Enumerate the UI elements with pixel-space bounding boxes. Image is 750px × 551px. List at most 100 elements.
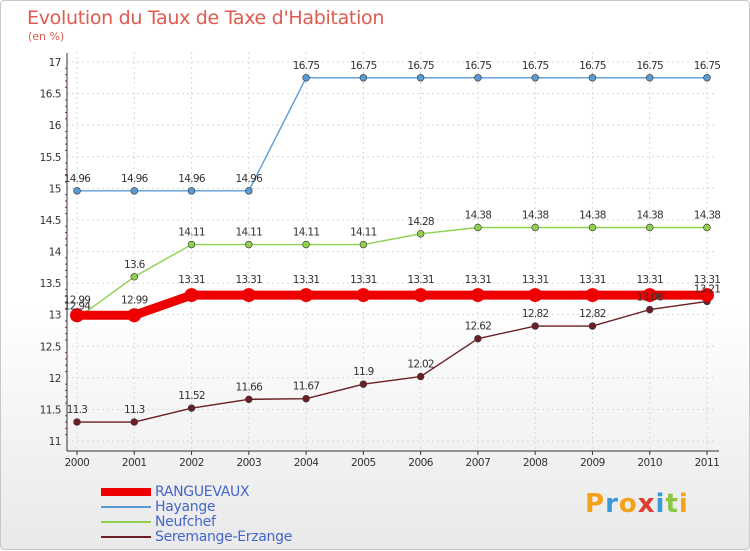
series-line-seremange-erzange xyxy=(76,300,708,423)
data-point xyxy=(187,187,196,195)
y-tick-label: 12 xyxy=(49,373,61,385)
data-label: 14.38 xyxy=(579,209,606,221)
data-label: 14.96 xyxy=(64,173,92,185)
data-label: 14.38 xyxy=(522,209,549,221)
data-label: 14.96 xyxy=(178,173,206,185)
chart-title: Evolution du Taux de Taxe d'Habitation xyxy=(27,7,385,29)
data-point xyxy=(70,308,84,323)
data-point xyxy=(245,395,253,404)
logo-letter: i xyxy=(678,489,689,519)
data-point xyxy=(356,288,371,303)
legend-label: Neufchef xyxy=(155,514,216,530)
data-point xyxy=(73,418,81,426)
y-tick-label: 14 xyxy=(49,247,62,259)
legend-swatch xyxy=(101,536,151,538)
data-point xyxy=(359,380,368,388)
data-point xyxy=(416,230,425,238)
data-point xyxy=(241,288,256,303)
data-label: 16.75 xyxy=(694,60,721,72)
data-point xyxy=(130,273,138,281)
series-line-ranguevaux xyxy=(72,290,712,320)
data-point xyxy=(646,223,654,232)
data-label: 14.38 xyxy=(694,209,721,221)
y-tick-label: 11 xyxy=(49,436,61,448)
data-point xyxy=(588,223,597,232)
data-point xyxy=(531,74,539,82)
data-point xyxy=(73,187,81,195)
data-point xyxy=(531,223,539,232)
x-tick-label: 2002 xyxy=(179,457,204,469)
x-tick-label: 2007 xyxy=(466,457,491,469)
data-label: 16.75 xyxy=(350,60,377,72)
data-point xyxy=(245,187,253,195)
y-tick-label: 16.5 xyxy=(40,89,61,101)
data-point xyxy=(245,240,253,249)
x-tick-label: 2006 xyxy=(408,457,434,469)
data-label: 16.75 xyxy=(522,60,549,72)
logo-letter: x xyxy=(637,489,656,519)
data-label: 12.62 xyxy=(465,321,492,333)
data-label: 12.94 xyxy=(64,300,92,312)
data-label: 13.31 xyxy=(694,274,721,286)
data-label: 11.9 xyxy=(353,366,374,378)
data-point xyxy=(588,322,597,330)
x-tick-label: 2010 xyxy=(637,457,662,469)
data-label: 11.3 xyxy=(124,404,145,416)
data-label: 16.75 xyxy=(636,60,663,72)
data-label: 13.31 xyxy=(522,274,549,286)
chart-subtitle: (en %) xyxy=(28,30,65,43)
proxiti-logo: Proxiti xyxy=(585,489,689,519)
x-tick-label: 2005 xyxy=(351,457,376,469)
data-point xyxy=(531,322,539,330)
data-label: 12.99 xyxy=(121,294,148,306)
data-label: 13.31 xyxy=(236,274,263,286)
data-label: 14.38 xyxy=(636,209,663,221)
data-label: 11.3 xyxy=(67,404,88,416)
legend-swatch xyxy=(101,506,151,508)
data-point xyxy=(528,288,543,303)
legend-swatch xyxy=(101,488,151,496)
data-point xyxy=(127,308,142,323)
y-tick-label: 12.5 xyxy=(40,341,61,353)
data-label: 14.11 xyxy=(350,227,377,239)
data-label: 13.08 xyxy=(636,292,663,304)
x-tick-label: 2000 xyxy=(65,457,90,469)
logo-letter: t xyxy=(665,489,679,519)
data-point xyxy=(470,288,485,303)
data-label: 16.75 xyxy=(465,60,492,72)
logo-letter: P xyxy=(585,489,606,519)
data-point xyxy=(302,240,310,249)
x-tick-label: 2008 xyxy=(523,457,548,469)
x-tick-label: 2001 xyxy=(122,457,147,469)
data-label: 16.75 xyxy=(293,60,320,72)
data-label: 12.99 xyxy=(64,294,91,306)
data-label: 14.11 xyxy=(178,227,205,239)
legend-swatch xyxy=(101,521,151,523)
data-label: 14.11 xyxy=(293,227,320,239)
data-point xyxy=(703,223,711,232)
data-point xyxy=(359,240,368,249)
data-point xyxy=(700,288,714,303)
y-tick-label: 11.5 xyxy=(40,404,61,416)
data-label: 13.31 xyxy=(636,274,663,286)
data-label: 13.31 xyxy=(465,274,492,286)
y-tick-label: 15 xyxy=(49,183,61,195)
data-point xyxy=(474,223,482,232)
legend-label: Hayange xyxy=(155,499,216,515)
data-point xyxy=(474,74,482,82)
data-label: 11.52 xyxy=(178,390,205,402)
data-point xyxy=(302,394,310,403)
data-label: 12.82 xyxy=(522,308,549,320)
data-labels: 11.3 11.3 11.52 11.66 11.67 11.9 12.02 12.62 12.… xyxy=(64,60,721,416)
data-label: 13.31 xyxy=(579,274,606,286)
data-point xyxy=(299,288,314,303)
data-point xyxy=(130,187,138,195)
data-label: 12.82 xyxy=(579,308,606,320)
data-point xyxy=(184,288,199,303)
data-point xyxy=(646,74,654,82)
data-point xyxy=(302,74,310,82)
data-label: 12.02 xyxy=(407,359,434,371)
data-label: 14.96 xyxy=(121,173,149,185)
